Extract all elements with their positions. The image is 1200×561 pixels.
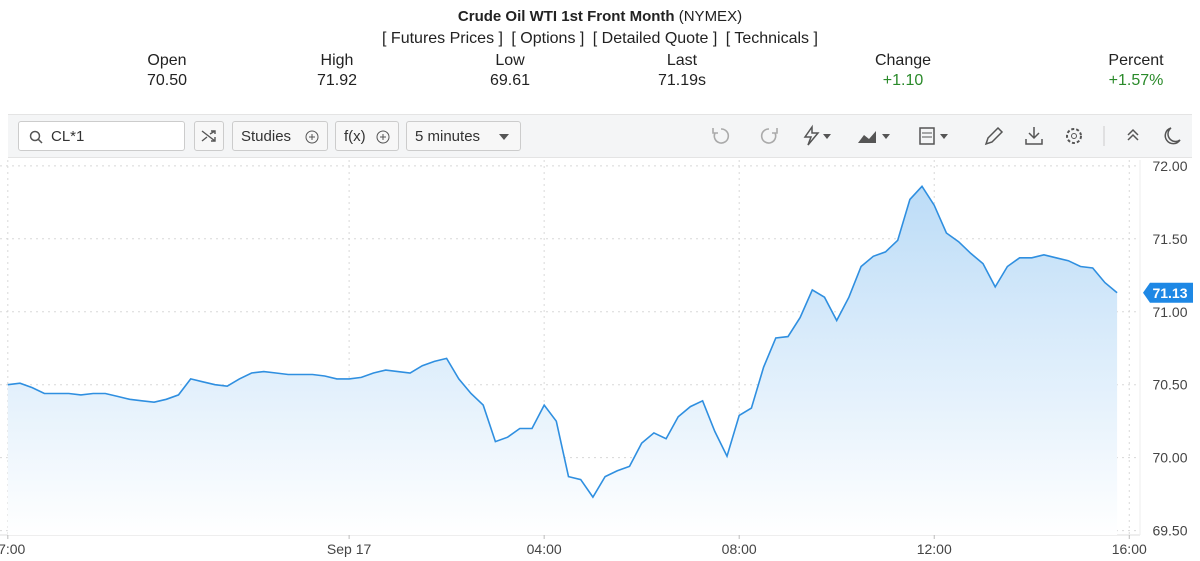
y-tick-label: 70.50 <box>1152 377 1187 393</box>
plus-icon <box>376 130 390 144</box>
symbol: CL*1 <box>51 128 85 145</box>
symbol-search[interactable]: CL*1 <box>18 121 185 151</box>
stat: Open 70.50 <box>107 51 227 91</box>
x-tick-label: 08:00 <box>722 541 757 557</box>
line <box>7 184 1118 499</box>
stat-label: High <box>320 52 354 69</box>
y-tick-label: 72.00 <box>1152 158 1187 174</box>
stat-value: 71.92 <box>316 72 358 89</box>
y-tick-label: 69.50 <box>1152 523 1187 539</box>
tool-icons <box>712 124 1181 146</box>
stat-label: Open <box>147 52 187 69</box>
y-tick-label: 70.00 <box>1152 450 1187 466</box>
stat-label: Last <box>666 52 698 69</box>
download-icon[interactable] <box>1025 127 1043 145</box>
plus-icon <box>305 130 319 144</box>
interval-select[interactable]: 5 minutes <box>406 121 521 151</box>
quote-title: Crude Oil WTI 1st Front Month (NYMEX) <box>0 8 1200 25</box>
stat: Last 71.19s <box>622 51 742 91</box>
settings-icon[interactable] <box>1066 128 1082 144</box>
stat-label: Percent <box>1108 52 1164 69</box>
redo-icon[interactable] <box>760 128 778 144</box>
stat-label: Low <box>495 52 525 69</box>
y-tick-label: 71.50 <box>1152 231 1187 247</box>
links: [ Futures Prices ] [ Options ] [ Detaile… <box>0 30 1200 48</box>
link[interactable]: [ Futures Prices ] <box>382 30 503 47</box>
fx: f(x) <box>344 128 366 145</box>
stat: Percent +1.57% <box>1076 51 1196 91</box>
stat: High 71.92 <box>277 51 397 91</box>
link[interactable]: [ Options ] <box>511 30 585 47</box>
y-tick-label: 71.00 <box>1152 304 1187 320</box>
x-tick-label: 04:00 <box>527 541 562 557</box>
undo-icon[interactable] <box>712 128 730 144</box>
theme-icon[interactable] <box>1164 127 1181 145</box>
search-icon <box>29 130 43 144</box>
stat-value: 71.19s <box>657 72 707 89</box>
area <box>7 186 1118 536</box>
caret <box>823 134 831 139</box>
studies: Studies <box>241 128 292 145</box>
stat: Low 69.61 <box>450 51 570 91</box>
exchange: (NYMEX) <box>678 8 743 25</box>
caret <box>940 134 948 139</box>
chart-type-icon[interactable] <box>858 131 876 143</box>
link[interactable]: [ Detailed Quote ] <box>592 30 718 47</box>
last-value-label: 71.13 <box>1152 285 1187 301</box>
compare-icon <box>201 130 216 142</box>
stat-value: +1.57% <box>1108 72 1164 89</box>
caret <box>499 134 509 140</box>
interval: 5 minutes <box>415 128 481 145</box>
stat-value: +1.10 <box>882 72 924 89</box>
stat-value: 69.61 <box>489 72 531 89</box>
title: Crude Oil WTI 1st Front Month <box>457 8 675 25</box>
fx-button[interactable]: f(x) <box>335 121 399 151</box>
caret <box>882 134 890 139</box>
x-tick-label: 16:00 <box>1112 541 1147 557</box>
stat: Change +1.10 <box>843 51 963 91</box>
draw-icon[interactable] <box>803 124 820 146</box>
toolbar: CL*1 Studies f(x) 5 minutes <box>8 114 1192 158</box>
layout-icon[interactable] <box>919 127 935 145</box>
stat-label: Change <box>874 52 932 69</box>
last-value-badge <box>1143 282 1193 303</box>
link[interactable]: [ Technicals ] <box>725 30 818 47</box>
x-tick-label: Sep 17 <box>327 541 372 557</box>
x-tick-label: 17:00 <box>0 541 26 557</box>
collapse-icon[interactable] <box>1127 128 1139 141</box>
stat-value: 70.50 <box>146 72 188 89</box>
studies-button[interactable]: Studies <box>232 121 328 151</box>
pen-icon[interactable] <box>984 126 1004 146</box>
chart: 69.50 70.00 70.50 71.00 71.50 72.00 17:00 Sep 1… <box>0 158 1193 557</box>
compare-button[interactable] <box>194 121 224 151</box>
x-tick-label: 12:00 <box>917 541 952 557</box>
